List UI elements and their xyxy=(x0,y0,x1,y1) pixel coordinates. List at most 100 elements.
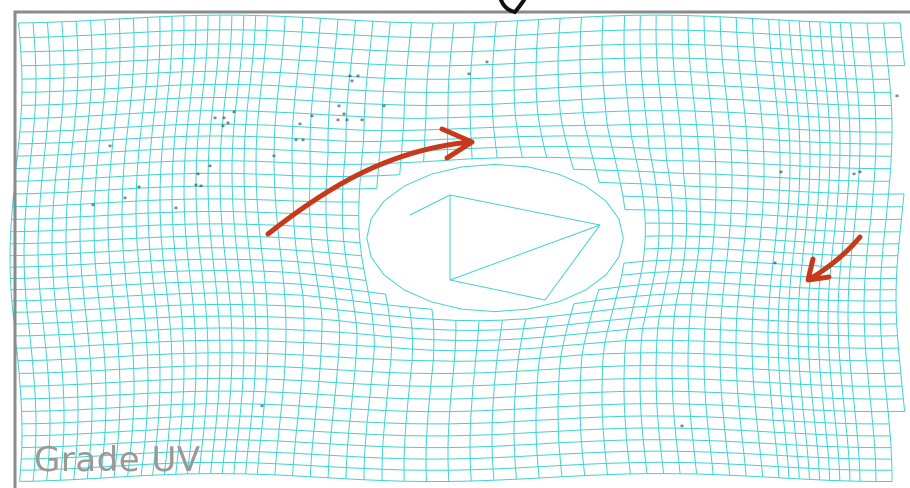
mesh-line xyxy=(10,270,367,281)
mesh-line xyxy=(623,259,898,268)
mesh-line xyxy=(17,352,900,362)
asterisk-marker-icon: * xyxy=(137,184,141,193)
asterisk-marker-icon: * xyxy=(196,171,200,180)
mesh-line xyxy=(399,22,412,175)
mesh-line xyxy=(20,390,904,400)
mesh-line xyxy=(65,21,79,480)
mesh-line xyxy=(787,20,801,479)
mesh-line xyxy=(10,235,361,245)
mesh-line xyxy=(827,22,841,481)
asterisk-marker-icon: * xyxy=(485,59,489,68)
asterisk-marker-icon: * xyxy=(226,120,230,129)
mesh-line xyxy=(751,18,765,477)
mesh-line xyxy=(655,15,674,474)
mesh-line xyxy=(895,193,906,412)
mesh-line xyxy=(12,303,897,322)
mesh-line xyxy=(624,209,902,220)
asterisk-marker-icon: * xyxy=(858,169,862,178)
mesh-line xyxy=(23,22,37,482)
mesh-line xyxy=(735,17,749,477)
mesh-line xyxy=(20,377,903,387)
asterisk-marker-icon: * xyxy=(260,403,264,412)
mesh-line xyxy=(18,14,901,24)
mesh-line xyxy=(9,247,362,257)
mesh-line xyxy=(207,15,221,474)
mesh-line xyxy=(291,17,305,476)
mesh-line xyxy=(544,224,601,301)
asterisk-marker-icon: * xyxy=(232,109,236,118)
mesh-line xyxy=(423,23,434,162)
mesh-line xyxy=(601,16,626,210)
mesh-line xyxy=(449,279,546,301)
mesh-line xyxy=(447,320,457,482)
mesh-line xyxy=(9,22,23,482)
asterisk-marker-icon: * xyxy=(123,195,127,204)
asterisk-marker-icon: * xyxy=(852,171,856,180)
asterisk-marker-icon: * xyxy=(301,137,305,146)
mesh-line xyxy=(219,15,233,474)
mesh-line xyxy=(273,16,287,475)
mesh-line xyxy=(183,15,197,474)
mesh-line xyxy=(381,293,393,481)
mesh-line xyxy=(341,20,358,479)
mesh-line xyxy=(19,29,902,39)
mesh-line xyxy=(491,320,503,481)
asterisk-marker-icon: * xyxy=(91,202,95,211)
mesh-line xyxy=(15,327,898,341)
asterisk-marker-icon: * xyxy=(382,103,386,112)
mesh-line xyxy=(325,19,341,478)
mesh-line xyxy=(121,18,135,477)
asterisk-marker-icon: * xyxy=(222,115,226,124)
frame-border xyxy=(13,10,910,488)
asterisk-marker-icon: * xyxy=(342,111,346,120)
mesh-line xyxy=(847,22,861,482)
caption-label: Grade UV xyxy=(34,440,201,480)
asterisk-marker-icon: * xyxy=(337,103,341,112)
mesh-line xyxy=(535,19,548,158)
mesh-line xyxy=(899,22,906,66)
asterisk-marker-icon: * xyxy=(360,117,364,126)
mesh-line xyxy=(719,16,733,476)
mesh-line xyxy=(243,15,257,474)
mesh-line xyxy=(376,22,391,189)
mesh-line xyxy=(10,223,360,233)
mesh-line xyxy=(573,292,897,305)
mesh-line xyxy=(817,21,831,481)
mesh-line xyxy=(671,15,688,474)
mesh-line xyxy=(621,270,897,280)
asterisk-marker-icon: * xyxy=(348,73,352,82)
mesh-line xyxy=(20,43,904,53)
mesh-line xyxy=(425,309,435,482)
asterisk-marker-icon: * xyxy=(108,143,112,152)
uv-grid-mesh xyxy=(9,14,906,482)
asterisk-marker-icon: * xyxy=(194,182,198,191)
asterisk-marker-icon: * xyxy=(895,93,899,102)
mesh-line xyxy=(171,15,185,475)
mesh-line xyxy=(21,403,905,413)
marker-points: * ***** *** * *** **** ** ***** **** *** * ***** xyxy=(91,59,899,432)
mesh-line xyxy=(579,289,600,476)
asterisk-marker-icon: * xyxy=(680,423,684,432)
asterisk-marker-icon: * xyxy=(272,153,276,162)
asterisk-marker-icon: * xyxy=(345,117,349,126)
mesh-line xyxy=(687,15,701,475)
asterisk-marker-icon: * xyxy=(467,71,471,80)
mesh-line xyxy=(308,18,323,477)
down-pointer-icon xyxy=(499,0,526,15)
mesh-line xyxy=(837,22,851,482)
mesh-line xyxy=(21,57,905,67)
asterisk-marker-icon: * xyxy=(356,73,360,82)
flow-arrow-icon xyxy=(265,126,475,237)
mesh-line xyxy=(147,16,161,476)
mesh-line xyxy=(491,21,498,158)
mesh-line xyxy=(231,15,245,474)
mesh-line xyxy=(16,339,899,352)
mesh-line xyxy=(11,211,359,220)
asterisk-marker-icon: * xyxy=(208,163,212,172)
asterisk-marker-icon: * xyxy=(213,115,217,124)
mesh-line xyxy=(12,198,359,208)
mesh-line xyxy=(159,16,173,475)
mesh-line xyxy=(703,16,717,475)
asterisk-marker-icon: * xyxy=(294,137,298,146)
